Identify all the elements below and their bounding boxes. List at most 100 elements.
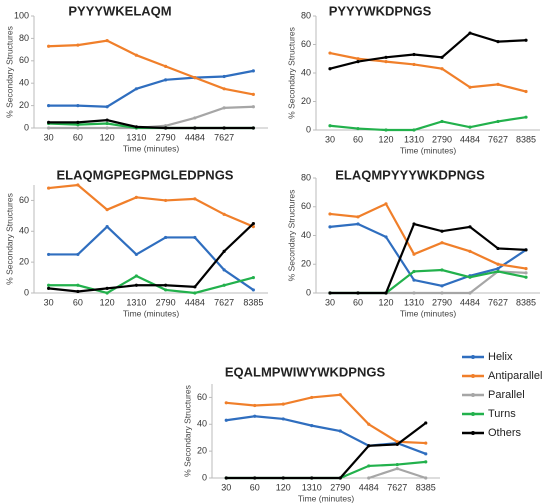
y-tick-label: 60 [197,392,207,402]
data-point [76,120,80,124]
data-point [47,126,51,130]
data-point [193,291,197,295]
legend-label: Others [488,427,522,439]
data-point [105,39,109,43]
data-point [384,55,388,59]
data-point [338,429,342,433]
x-tick-label: 2790 [156,297,176,307]
data-point [338,393,342,397]
data-point [281,476,285,480]
x-tick-label: 1310 [126,297,146,307]
data-point [224,401,228,405]
x-tick-label: 7627 [214,297,234,307]
data-point [496,262,500,266]
data-point [468,225,472,229]
y-tick-label: 0 [202,472,207,482]
data-point [440,229,444,233]
y-tick-label: 60 [19,195,29,205]
data-point [105,126,109,130]
data-point [367,422,371,426]
legend-label: Antiparallel [488,370,542,382]
chart-title: PYYYWKDPNGS [329,3,432,18]
data-point [222,106,226,110]
y-axis-title: % Secondary Structures [286,27,296,119]
series-line [226,393,426,445]
x-tick-label: 60 [353,297,363,307]
series-line [226,422,427,480]
series-line [48,69,254,108]
x-tick-label: 2790 [432,297,452,307]
x-tick-label: 7627 [387,482,407,492]
y-tick-label: 0 [306,287,311,297]
data-point [134,53,138,57]
data-point [76,43,80,47]
data-point [384,128,388,132]
x-tick-label: 30 [44,297,54,307]
series-line [48,225,254,291]
x-tick-label: 1310 [126,132,146,142]
data-point [338,476,342,480]
data-point [47,286,51,290]
legend-marker [471,355,475,359]
x-tick-label: 4484 [359,482,379,492]
x-tick-label: 30 [325,134,335,144]
data-point [468,85,472,89]
x-tick-label: 60 [353,134,363,144]
data-point [253,403,257,408]
data-point [134,87,138,91]
x-tick-label: 8385 [416,482,436,492]
legend-label: Parallel [488,389,525,401]
data-point [328,225,332,229]
data-point [164,198,168,203]
data-point [310,395,314,400]
data-point [76,289,80,294]
data-point [105,118,109,122]
data-point [424,441,428,445]
data-point [440,55,444,59]
data-point [412,278,416,282]
data-point [224,476,228,480]
data-point [251,126,255,130]
series-line [329,202,527,270]
data-point [356,215,360,219]
data-point [424,476,428,480]
data-point [440,119,444,124]
data-point [524,275,528,279]
y-tick-label: 40 [19,226,29,236]
series-line [226,415,427,455]
data-point [251,69,255,73]
data-point [134,195,138,199]
series-line [48,183,254,228]
data-point [328,291,332,295]
data-point [164,124,168,128]
x-tick-label: 1310 [404,134,424,144]
data-point [328,124,332,128]
x-tick-label: 60 [250,482,260,492]
x-tick-label: 7627 [214,132,234,142]
x-axis-title: Time (minutes) [123,308,180,318]
data-point [412,62,416,67]
x-tick-label: 7627 [488,134,508,144]
data-point [412,291,416,295]
y-tick-label: 20 [301,96,311,106]
data-point [468,291,472,295]
data-point [251,221,255,226]
x-tick-label: 60 [73,297,83,307]
data-point [356,57,360,61]
y-tick-label: 80 [19,33,29,43]
data-point [281,402,285,406]
x-tick-label: 120 [100,297,115,307]
data-point [193,76,197,80]
data-point [424,452,428,456]
data-point [164,78,168,82]
data-point [47,104,51,108]
data-point [251,225,255,229]
x-tick-label: 4484 [185,132,205,142]
y-tick-label: 40 [301,230,311,240]
series-line [48,39,254,96]
y-tick-label: 80 [301,10,311,20]
data-point [76,104,80,108]
data-point [105,121,109,126]
data-point [440,291,444,295]
